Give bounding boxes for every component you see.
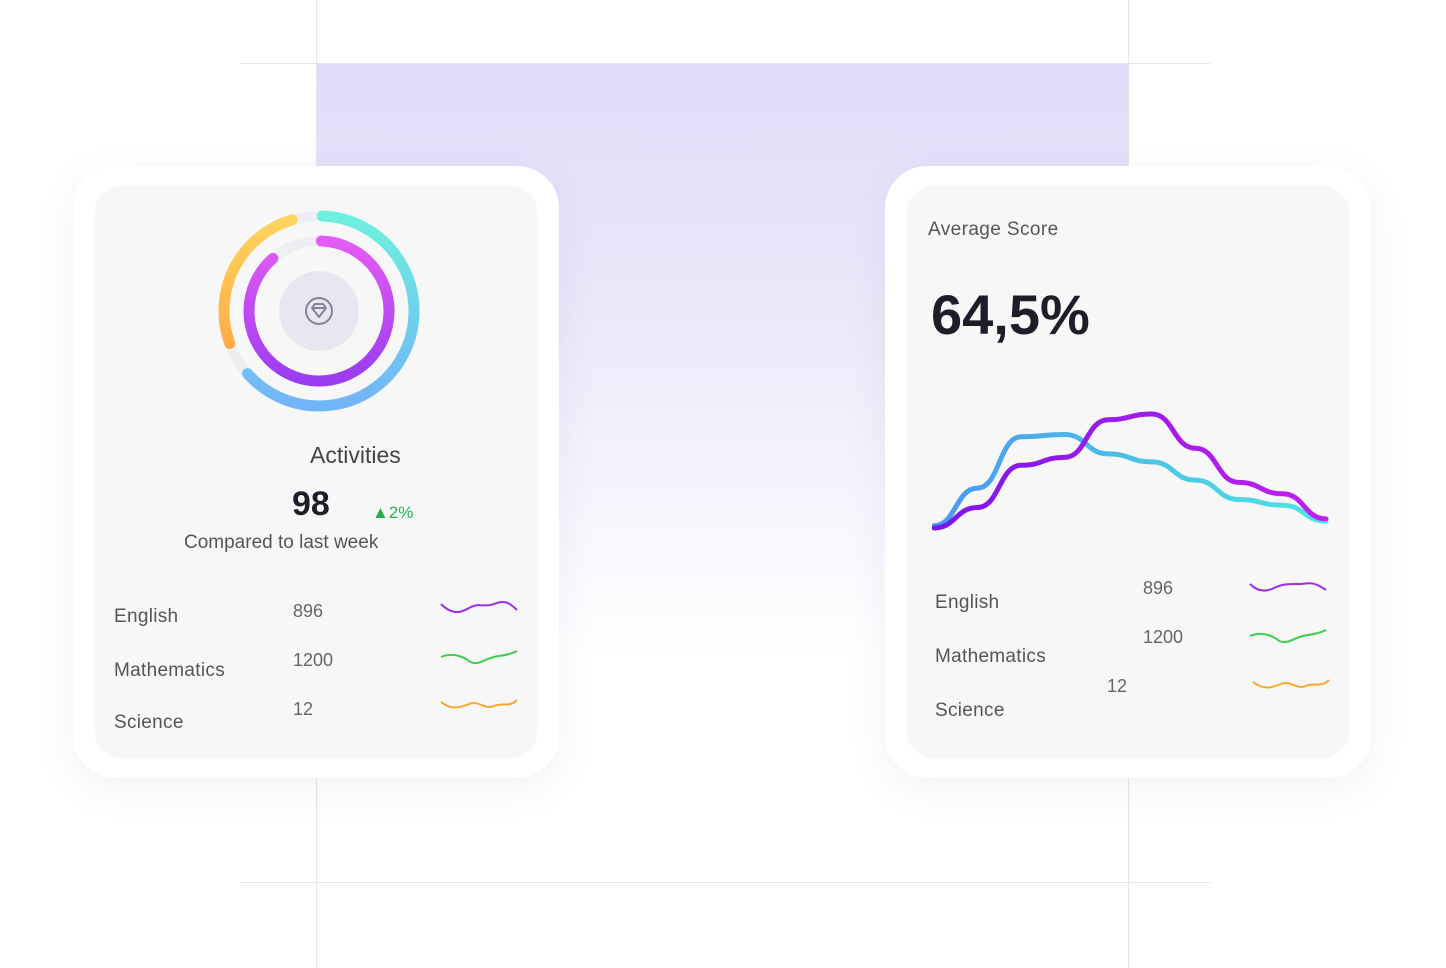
chart-series-line (932, 432, 1329, 529)
ring-center (279, 271, 359, 351)
activity-rings (218, 210, 420, 412)
subject-value: 12 (1107, 676, 1128, 696)
subject-value: 896 (1143, 578, 1174, 598)
average-score-value: 64,5% (931, 283, 1090, 346)
average-score-card: Average Score 64,5% English 896 Mathemat… (885, 166, 1371, 778)
activities-title: Activities (310, 442, 401, 468)
subject-value: 1200 (293, 650, 334, 670)
subject-name: Science (114, 712, 184, 733)
subject-value: 1200 (1143, 627, 1184, 647)
chart-series-line (932, 411, 1329, 531)
change-value: 2% (388, 503, 414, 522)
science-sparkline (1252, 679, 1330, 689)
subject-value: 12 (293, 699, 314, 719)
average-score-card-inner: Average Score 64,5% English 896 Mathemat… (906, 186, 1350, 758)
science-sparkline (440, 699, 518, 709)
subject-name: Mathematics (114, 660, 226, 681)
diamond-icon (305, 297, 333, 325)
activities-value: 98 (292, 485, 330, 523)
mathematics-sparkline (1249, 629, 1327, 644)
guide-line (240, 882, 1210, 883)
inner-ring-purple (243, 235, 395, 387)
outer-ring-yellow (218, 214, 298, 349)
score-line-chart (932, 411, 1329, 531)
average-score-title: Average Score (928, 219, 1059, 240)
activities-subtitle: Compared to last week (184, 532, 379, 553)
english-sparkline (440, 601, 518, 614)
subject-name: Science (935, 700, 1005, 721)
subject-name: English (935, 592, 1000, 613)
triangle-up-icon: ▲ (372, 503, 389, 522)
change-badge: ▲2% (372, 503, 413, 523)
guide-line (240, 63, 1210, 64)
activities-card: Activities 98 ▲2% Compared to last week … (73, 166, 559, 778)
outer-ring-blue (242, 210, 420, 412)
activities-card-inner: Activities 98 ▲2% Compared to last week … (94, 186, 538, 758)
subject-name: English (114, 606, 179, 627)
mathematics-sparkline (440, 650, 518, 665)
subject-value: 896 (293, 601, 324, 621)
subject-name: Mathematics (935, 646, 1047, 667)
english-sparkline (1249, 582, 1327, 592)
